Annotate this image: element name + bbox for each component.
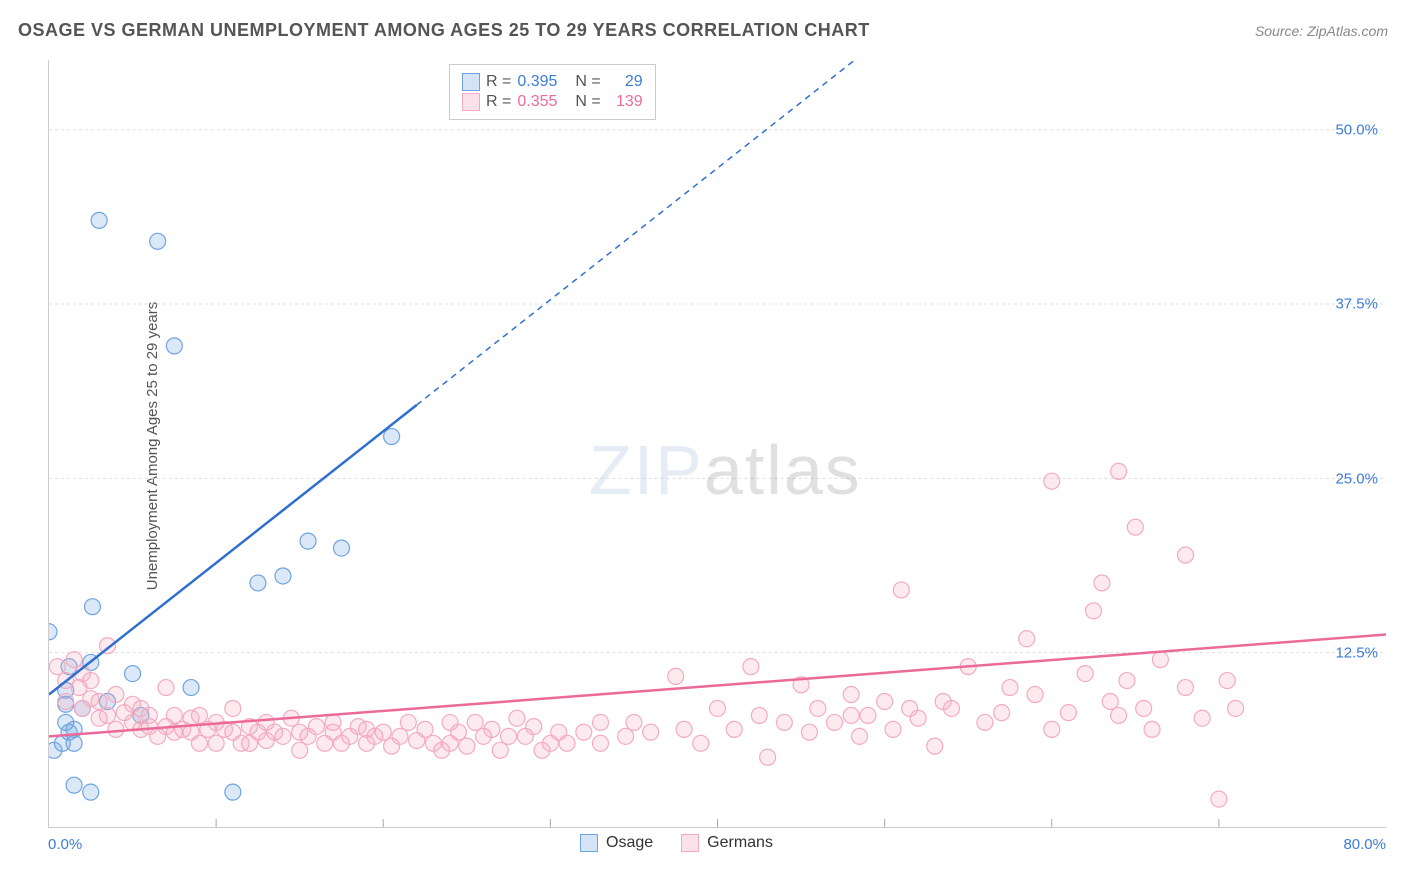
legend-swatch-germans-icon: [681, 834, 699, 852]
title-bar: OSAGE VS GERMAN UNEMPLOYMENT AMONG AGES …: [18, 20, 1388, 41]
osage-r-value: 0.395: [517, 73, 569, 91]
series-legend: Osage Germans: [580, 834, 773, 852]
swatch-germans-icon: [462, 93, 480, 111]
chart-title: OSAGE VS GERMAN UNEMPLOYMENT AMONG AGES …: [18, 20, 870, 41]
plot-area: ZIPatlas R = 0.395 N = 29 R = 0.355 N = …: [48, 60, 1386, 828]
y-tick-label: 12.5%: [1335, 645, 1378, 662]
legend-item-osage: Osage: [580, 834, 653, 852]
legend-swatch-osage-icon: [580, 834, 598, 852]
legend-label-osage: Osage: [606, 834, 653, 852]
n-label: N =: [575, 73, 600, 91]
correlation-legend: R = 0.395 N = 29 R = 0.355 N = 139: [449, 64, 656, 120]
correlation-row-osage: R = 0.395 N = 29: [462, 73, 643, 91]
source-label: Source: ZipAtlas.com: [1255, 23, 1388, 39]
plot-svg: [49, 60, 1386, 827]
chart-container: OSAGE VS GERMAN UNEMPLOYMENT AMONG AGES …: [0, 0, 1406, 892]
x-min-label: 0.0%: [48, 836, 82, 853]
germans-n-value: 139: [607, 93, 643, 111]
legend-item-germans: Germans: [681, 834, 773, 852]
legend-label-germans: Germans: [707, 834, 773, 852]
germans-r-value: 0.355: [517, 93, 569, 111]
x-max-label: 80.0%: [1343, 836, 1386, 853]
r-label: R =: [486, 73, 511, 91]
r-label-2: R =: [486, 93, 511, 111]
y-tick-label: 37.5%: [1335, 296, 1378, 313]
osage-n-value: 29: [607, 73, 643, 91]
y-tick-label: 25.0%: [1335, 470, 1378, 487]
n-label-2: N =: [575, 93, 600, 111]
correlation-row-germans: R = 0.355 N = 139: [462, 93, 643, 111]
y-tick-label: 50.0%: [1335, 121, 1378, 138]
swatch-osage-icon: [462, 73, 480, 91]
